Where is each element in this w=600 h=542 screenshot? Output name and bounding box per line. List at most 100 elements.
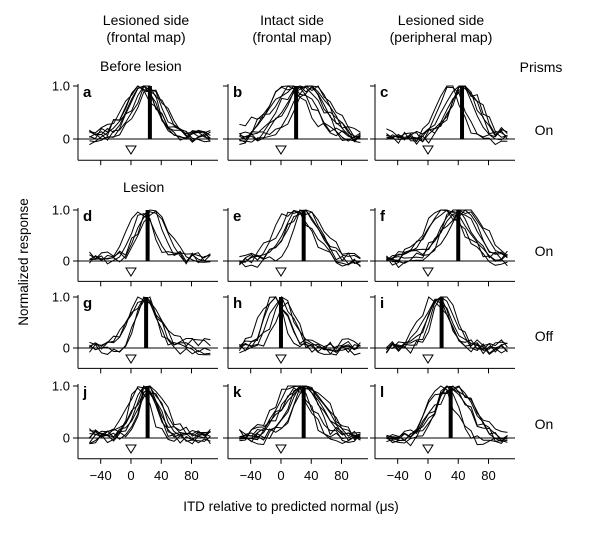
panel-letter-a: a <box>83 84 92 101</box>
y-tick-label: 0 <box>63 431 70 446</box>
predicted-normal-triangle <box>125 267 137 277</box>
tuning-curve <box>239 296 361 354</box>
tuning-curve <box>239 85 361 142</box>
lesion-note: Lesion <box>123 179 164 195</box>
tuning-curve <box>386 296 508 352</box>
tuning-curve <box>89 390 211 442</box>
panel-f: f <box>370 208 515 287</box>
y-tick-label: 1.0 <box>52 290 70 305</box>
panel-letter-g: g <box>83 295 92 312</box>
row-2-condition: On <box>535 243 554 259</box>
tuning-curve <box>386 209 508 261</box>
tuning-curve <box>239 387 361 440</box>
tuning-curve <box>239 296 361 350</box>
x-tick-label: 40 <box>154 468 168 483</box>
tuning-curve <box>386 299 508 355</box>
col-header-1-line1: Lesioned side <box>103 12 190 28</box>
panel-letter-j: j <box>82 384 87 401</box>
row-1-condition: On <box>535 122 554 138</box>
panel-d: 0 1.0 d <box>52 203 218 287</box>
panel-letter-d: d <box>83 208 92 225</box>
tuning-curve <box>239 209 361 268</box>
tuning-curve <box>239 301 361 355</box>
x-tick-label: −40 <box>387 468 409 483</box>
tuning-curve <box>239 85 361 143</box>
tuning-curve <box>239 387 361 443</box>
x-tick-label: −40 <box>90 468 112 483</box>
x-tick-label: 40 <box>304 468 318 483</box>
tuning-curve <box>239 295 361 356</box>
tuning-curve <box>239 85 361 145</box>
panel-i: i <box>370 295 515 374</box>
predicted-normal-triangle <box>275 354 287 364</box>
panel-letter-b: b <box>233 84 242 101</box>
x-tick-label: 80 <box>481 468 495 483</box>
panel-c: c <box>370 84 515 166</box>
panel-letter-i: i <box>380 295 384 312</box>
col-header-3-line1: Lesioned side <box>398 12 485 28</box>
tuning-curve <box>386 385 508 447</box>
predicted-normal-triangle <box>125 444 137 454</box>
tuning-curve <box>89 384 211 445</box>
panel-l: −40 0 40 80 l <box>370 384 515 483</box>
panel-e: e <box>223 208 368 287</box>
panel-letter-h: h <box>233 295 242 312</box>
y-tick-label: 0 <box>63 341 70 356</box>
tuning-curve <box>386 85 508 145</box>
x-axis-title: ITD relative to predicted normal (μs) <box>183 499 399 514</box>
tuning-curve <box>239 209 361 268</box>
tuning-curve <box>239 211 361 266</box>
col-header-2-line1: Intact side <box>260 12 324 28</box>
panel-letter-e: e <box>233 208 241 225</box>
tuning-curve <box>89 296 211 355</box>
before-lesion-note: Before lesion <box>100 58 182 74</box>
y-tick-label: 1.0 <box>52 79 70 94</box>
tuning-curve <box>386 385 508 446</box>
tuning-curve <box>385 296 508 355</box>
tuning-curve <box>386 85 508 146</box>
tuning-curve <box>89 209 211 263</box>
tuning-curve <box>386 209 508 269</box>
tuning-curve <box>386 85 508 146</box>
tuning-curve <box>88 385 211 444</box>
prisms-header: Prisms <box>520 59 563 75</box>
tuning-curve <box>385 296 508 355</box>
panel-a: 0 1.0 a <box>52 79 218 166</box>
tuning-curve <box>89 297 211 350</box>
tuning-curve <box>386 388 508 440</box>
tuning-curve <box>386 386 508 443</box>
x-tick-label: 80 <box>334 468 348 483</box>
x-tick-label: 0 <box>424 468 431 483</box>
tuning-curve <box>386 85 508 139</box>
tuning-curve <box>239 385 361 440</box>
tuning-curve <box>89 296 211 353</box>
tuning-curve <box>386 296 508 353</box>
panel-letter-l: l <box>380 384 384 401</box>
x-tick-label: 80 <box>184 468 198 483</box>
predicted-normal-triangle <box>275 267 287 277</box>
y-tick-label: 0 <box>63 254 70 269</box>
predicted-normal-triangle <box>125 354 137 364</box>
x-tick-label: −40 <box>240 468 262 483</box>
x-tick-label: 0 <box>277 468 284 483</box>
tuning-curve <box>239 85 361 141</box>
predicted-normal-triangle <box>422 267 434 277</box>
y-tick-label: 1.0 <box>52 203 70 218</box>
predicted-normal-triangle <box>422 145 434 155</box>
y-tick-label: 0 <box>63 132 70 147</box>
predicted-normal-triangle <box>422 354 434 364</box>
panel-j: 0 1.0 −40 0 40 80 j <box>52 379 218 483</box>
panel-g: 0 1.0 g <box>52 290 218 374</box>
panel-letter-f: f <box>380 208 386 225</box>
y-tick-label: 1.0 <box>52 379 70 394</box>
x-tick-label: 0 <box>127 468 134 483</box>
row-3-condition: Off <box>535 328 554 344</box>
tuning-curve <box>385 209 508 267</box>
tuning-curve <box>89 211 211 263</box>
panel-k: −40 0 40 80 k <box>223 384 368 483</box>
panel-letter-k: k <box>233 384 242 401</box>
y-axis-title: Normalized response <box>16 198 31 326</box>
tuning-curve <box>89 300 211 347</box>
panel-grid: 0 1.0 a b c 0 1.0 d e f 0 1.0 g h i 0 1.0 −40 0 40 80 j −40 0 40… <box>52 79 515 483</box>
